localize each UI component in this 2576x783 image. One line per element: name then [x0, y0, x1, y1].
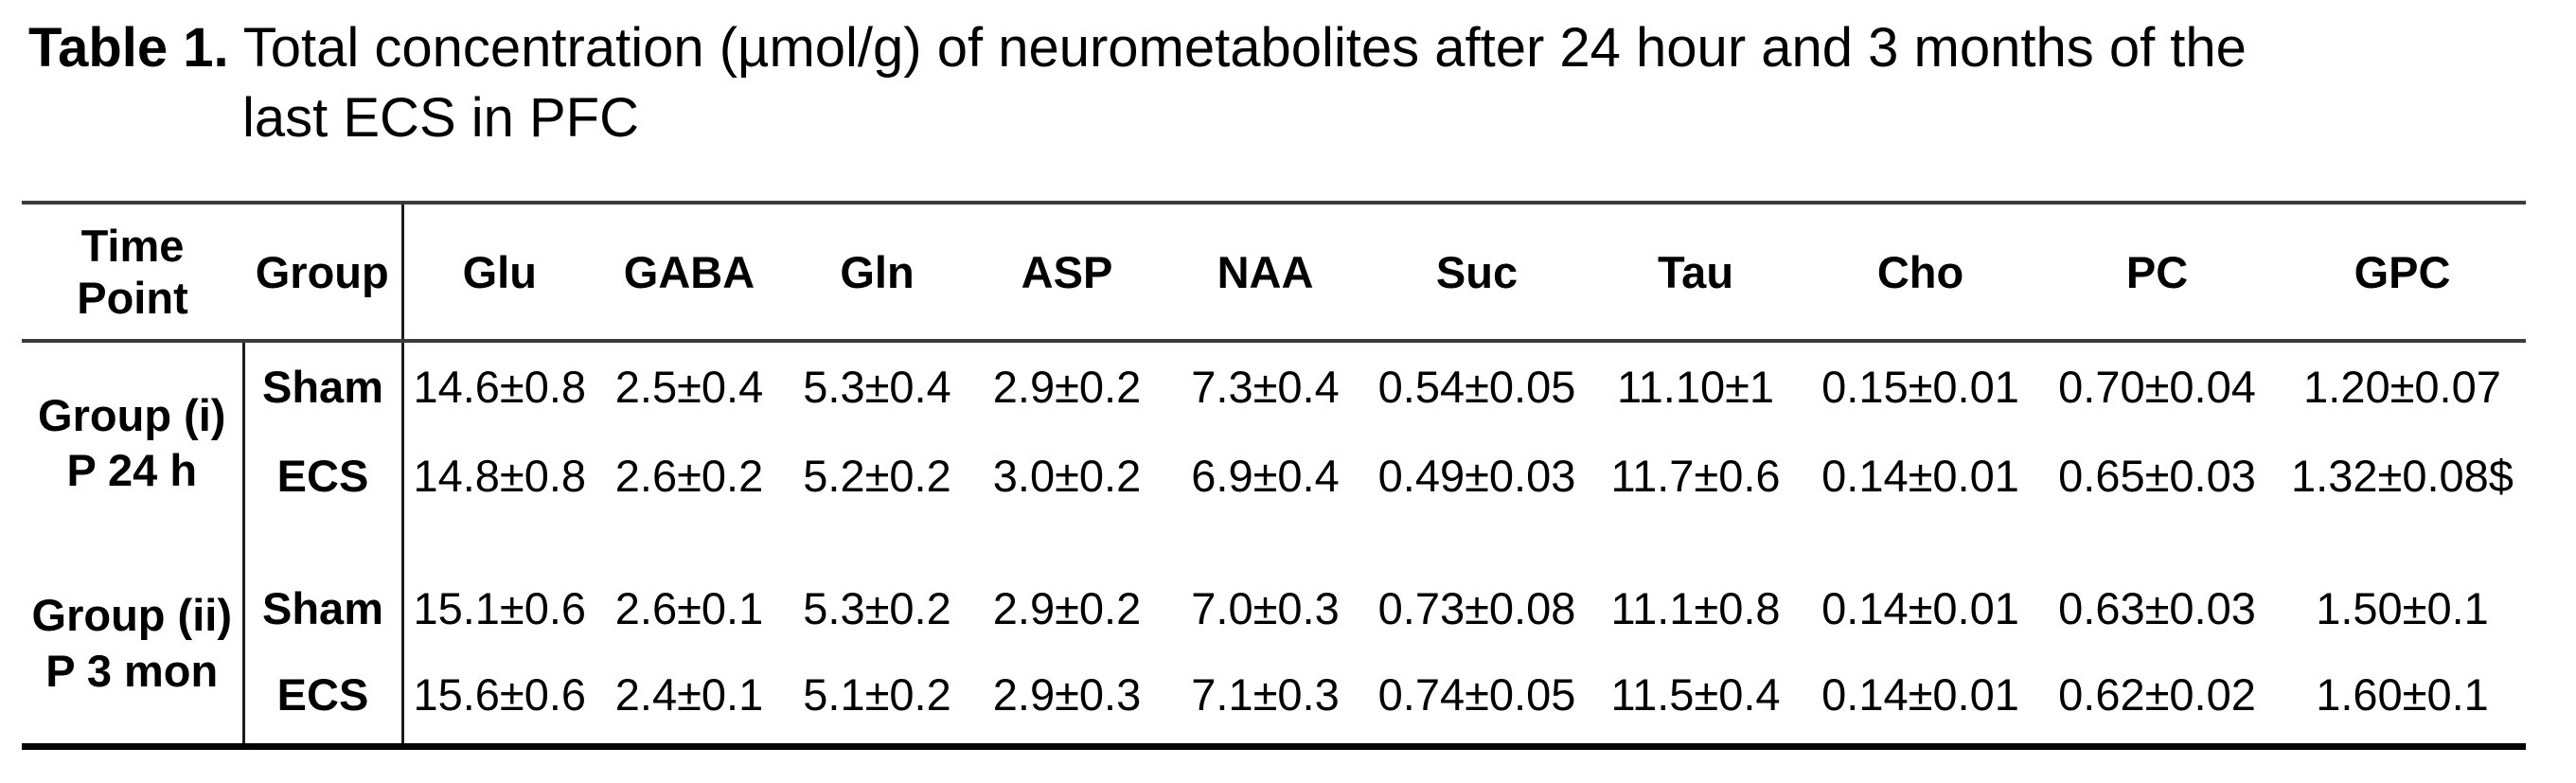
value-cell-pc: 0.63±0.03 — [2058, 583, 2256, 634]
row-group-label-ii: Group (ii) P 3 mon — [22, 543, 245, 747]
caption-line1: Table 1. Total concentration (µmol/g) of… — [28, 13, 2576, 83]
value-cell-gln: 5.3±0.2 — [803, 583, 951, 634]
value-cell-cho: 0.15±0.01 — [1821, 362, 2019, 413]
col-header-gaba: GABA — [595, 203, 783, 344]
row-group-label-i: Group (i) P 24 h — [22, 341, 245, 544]
value-cell-pc: 0.70±0.04 — [2058, 362, 2256, 413]
value-cell-asp: 2.9±0.2 — [992, 583, 1142, 634]
table-caption: Table 1. Total concentration (µmol/g) of… — [28, 13, 2576, 153]
caption-text: Total concentration (µmol/g) of neuromet… — [242, 17, 2247, 79]
caption-label: Table 1. — [28, 17, 229, 79]
value-cell-glu: 15.6±0.6 — [400, 645, 595, 747]
page: Table 1. Total concentration (µmol/g) of… — [0, 13, 2576, 750]
value-cell-tau: 11.10±1 — [1616, 362, 1775, 413]
col-header-suc: Suc — [1368, 203, 1586, 344]
value-cell-gpc: 1.20±0.07 — [2303, 362, 2501, 413]
row-group-label-i-line2: P 24 h — [66, 445, 198, 496]
value-cell-cho: 0.14±0.01 — [1821, 668, 2019, 720]
value-cell-cho: 0.14±0.01 — [1821, 583, 2019, 634]
col-header-gpc: GPC — [2279, 203, 2526, 344]
value-cell-gpc: 1.60±0.1 — [2316, 668, 2489, 720]
value-cell-tau: 11.5±0.4 — [1610, 668, 1781, 720]
value-cell-suc: 0.73±0.08 — [1377, 583, 1576, 634]
table-row-group2-sham: Group (ii) P 3 mon Sham 15.1±0.6 2.6±0.1… — [22, 543, 2526, 747]
col-header-pc: PC — [2035, 203, 2279, 344]
value-cell-gln: 5.2±0.2 — [803, 451, 951, 502]
value-cell-glu: 15.1±0.6 — [400, 543, 595, 646]
value-cell-pc: 0.62±0.02 — [2058, 668, 2256, 720]
group-cell: ECS — [276, 451, 369, 502]
col-header-asp: ASP — [971, 203, 1163, 344]
col-header-time-point: Time Point — [22, 203, 243, 344]
row-group-label-i-line1: Group (i) — [38, 389, 226, 440]
col-header-glu: Glu — [400, 203, 595, 344]
value-cell-gpc: 1.32±0.08$ — [2291, 451, 2514, 502]
value-cell-suc: 0.49±0.03 — [1377, 451, 1576, 502]
col-header-gln: Gln — [783, 203, 971, 344]
value-cell-asp: 2.9±0.2 — [992, 362, 1142, 413]
row-group-label-ii-line2: P 3 mon — [45, 645, 219, 696]
value-cell-gpc: 1.50±0.1 — [2316, 583, 2489, 634]
value-cell-tau: 11.1±0.8 — [1610, 583, 1781, 634]
value-cell-naa: 6.9±0.4 — [1191, 451, 1340, 502]
col-header-tau: Tau — [1586, 203, 1805, 344]
col-header-naa: NAA — [1163, 203, 1368, 344]
value-cell-naa: 7.0±0.3 — [1191, 583, 1340, 634]
value-cell-gaba: 2.4±0.1 — [614, 668, 764, 720]
value-cell-suc: 0.74±0.05 — [1377, 668, 1576, 720]
table-row-group1-ecs: ECS 14.8±0.8 2.6±0.2 5.2±0.2 3.0±0.2 6.9… — [22, 431, 2526, 544]
value-cell-asp: 3.0±0.2 — [992, 451, 1142, 502]
table-row-group1-sham: Group (i) P 24 h Sham 14.6±0.8 2.5±0.4 5… — [22, 341, 2526, 544]
group-cell: Sham — [262, 583, 383, 634]
group-cell: ECS — [276, 668, 369, 720]
value-cell-glu: 14.6±0.8 — [400, 341, 595, 432]
value-cell-pc: 0.65±0.03 — [2058, 451, 2256, 502]
col-header-group: Group — [243, 203, 402, 344]
group-cell: Sham — [262, 362, 383, 413]
value-cell-suc: 0.54±0.05 — [1377, 362, 1576, 413]
value-cell-gaba: 2.6±0.1 — [614, 583, 764, 634]
value-cell-cho: 0.14±0.01 — [1821, 451, 2019, 502]
value-cell-glu: 14.8±0.8 — [400, 431, 595, 544]
value-cell-gln: 5.1±0.2 — [803, 668, 951, 720]
value-cell-tau: 11.7±0.6 — [1610, 451, 1781, 502]
value-cell-gaba: 2.6±0.2 — [614, 451, 764, 502]
value-cell-asp: 2.9±0.3 — [992, 668, 1142, 720]
row-group-label-ii-line1: Group (ii) — [31, 589, 232, 640]
col-header-cho: Cho — [1805, 203, 2035, 344]
table-row-group2-ecs: ECS 15.6±0.6 2.4±0.1 5.1±0.2 2.9±0.3 7.1… — [22, 645, 2526, 747]
header-row: Time Point Group Glu GABA Gln ASP NAA Su… — [22, 203, 2526, 344]
neurometabolites-table: Time Point Group Glu GABA Gln ASP NAA Su… — [22, 201, 2526, 750]
value-cell-naa: 7.1±0.3 — [1191, 668, 1340, 720]
value-cell-gaba: 2.5±0.4 — [614, 362, 764, 413]
value-cell-naa: 7.3±0.4 — [1191, 362, 1340, 413]
value-cell-gln: 5.3±0.4 — [803, 362, 951, 413]
caption-line2: last ECS in PFC — [242, 87, 639, 150]
